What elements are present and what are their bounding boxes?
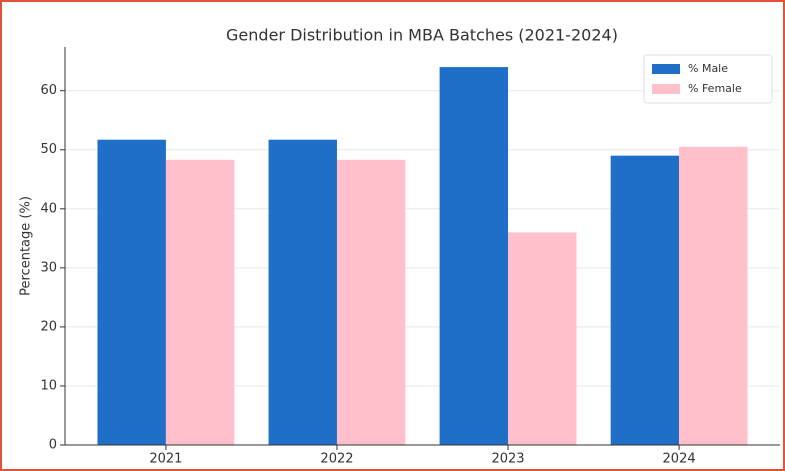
bar (439, 67, 509, 445)
legend-label: % Female (688, 82, 742, 95)
x-tick-label: 2023 (491, 452, 524, 467)
y-tick-label: 30 (40, 260, 57, 275)
bar (508, 232, 577, 445)
legend: % Male % Female (643, 54, 773, 104)
x-tick-label: 2024 (663, 452, 696, 467)
bar (97, 139, 166, 445)
legend-label: % Male (688, 62, 728, 75)
x-tick-label: 2022 (320, 452, 353, 467)
x-tick-label: 2021 (149, 452, 182, 467)
y-tick-label: 60 (40, 83, 57, 98)
legend-swatch (652, 64, 680, 74)
y-tick-label: 40 (40, 201, 57, 216)
bar (610, 155, 680, 445)
y-tick-label: 50 (40, 142, 57, 157)
bar (268, 139, 337, 445)
bar (165, 159, 235, 445)
y-tick-label: 0 (49, 438, 57, 453)
y-tick-label: 10 (40, 378, 57, 393)
y-tick-label: 20 (40, 319, 57, 334)
legend-swatch (652, 84, 680, 94)
bar (679, 146, 748, 445)
y-axis-label: Percentage (%) (19, 196, 34, 296)
chart-title: Gender Distribution in MBA Batches (2021… (226, 26, 618, 45)
bar (336, 159, 406, 445)
